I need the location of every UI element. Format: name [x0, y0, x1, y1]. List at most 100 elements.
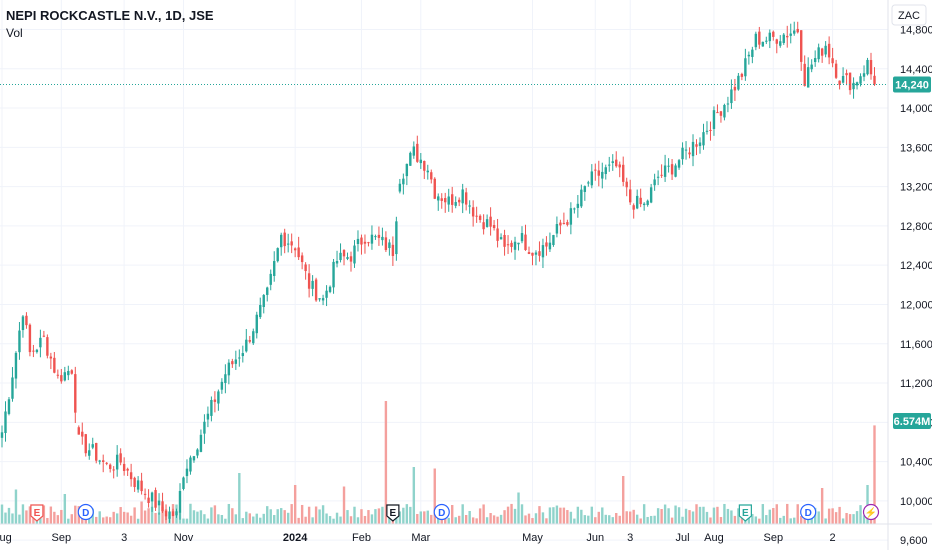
time-tick-label: 2024	[283, 532, 308, 544]
price-tick-label: 13,600	[900, 142, 932, 154]
time-tick-label: 3	[627, 532, 633, 544]
volume-bar	[325, 513, 328, 524]
candle-body	[356, 238, 360, 244]
volume-bar	[227, 503, 231, 524]
candle-body	[597, 170, 600, 176]
candle-body	[325, 290, 328, 298]
candle-body	[220, 381, 224, 390]
time-axis[interactable]: Aug Sep 3 Nov 2024 Feb Mar May Jun 3 Jul Aug Sep 2	[0, 532, 836, 544]
volume-bar	[559, 507, 562, 524]
volume-indicator-label[interactable]: Vol	[6, 26, 23, 40]
volume-bar	[98, 511, 101, 524]
volume-bar	[346, 510, 349, 524]
volume-bar	[290, 504, 293, 524]
volume-bar	[297, 517, 300, 524]
candle-body	[447, 196, 450, 205]
volume-bar	[161, 506, 164, 524]
volume-bar	[140, 501, 143, 524]
currency-label[interactable]: ZAC	[898, 10, 920, 22]
volume-bar	[185, 518, 189, 524]
event-marker-dividend[interactable]	[433, 503, 450, 521]
volume-bar	[793, 517, 796, 524]
volume-bar	[834, 512, 838, 524]
candle-body	[744, 58, 747, 77]
volume-bar	[395, 514, 398, 524]
currency-button-frame[interactable]	[891, 4, 927, 26]
volume-bar	[115, 513, 119, 524]
candle-body	[492, 225, 496, 229]
event-marker-dividend[interactable]	[800, 503, 817, 521]
candle-body	[203, 421, 206, 434]
candle-body	[318, 298, 321, 300]
candle-body	[161, 501, 164, 512]
volume-bar	[300, 504, 304, 524]
volume-bar	[136, 518, 140, 524]
candle-body	[555, 224, 559, 234]
volume-bar	[608, 515, 611, 524]
candle-body	[199, 434, 203, 452]
volume-bar	[245, 511, 248, 524]
event-markers[interactable]: E D E D E D ⚡	[30, 503, 880, 522]
candle-body	[793, 30, 796, 34]
event-marker-earnings-up[interactable]	[738, 504, 752, 522]
candle-body	[252, 331, 255, 344]
volume-bar	[234, 514, 238, 524]
candle-body	[775, 39, 778, 44]
volume-bar	[782, 515, 785, 524]
time-tick-label: 3	[121, 532, 127, 544]
candle-body	[46, 337, 49, 356]
volume-bar	[91, 508, 94, 524]
volume-bar	[524, 515, 527, 524]
time-tick-label: Sep	[52, 532, 72, 544]
candle-body	[11, 377, 14, 399]
candle-body	[374, 236, 377, 238]
candle-body	[845, 73, 848, 76]
time-tick-label: 2	[830, 532, 836, 544]
volume-bar	[28, 506, 32, 524]
volume-bar	[398, 511, 402, 524]
candle-body	[269, 273, 272, 285]
candle-body	[196, 449, 199, 456]
symbol-title[interactable]: NEPI ROCKCASTLE N.V., 1D, JSE	[6, 8, 214, 23]
volume-bar	[587, 515, 590, 524]
volume-bar	[569, 511, 573, 524]
price-tick-label: 14,800	[900, 24, 932, 36]
volume-bar	[789, 518, 792, 524]
event-marker-earnings-down[interactable]	[30, 504, 44, 522]
candle-body	[705, 130, 709, 132]
candle-body	[42, 335, 46, 337]
price-axis[interactable]: 14,800 14,400 14,000 13,600 13,200 12,800 12,4…	[900, 24, 932, 547]
candle-body	[342, 250, 346, 257]
volume-bar	[224, 518, 227, 524]
candle-body	[454, 202, 457, 206]
volume-bar	[461, 504, 464, 524]
volume-bar	[409, 506, 412, 524]
candle-body	[622, 164, 625, 182]
candle-body	[573, 208, 576, 210]
candle-body	[765, 40, 768, 42]
currency-button[interactable]: ZAC	[891, 4, 927, 26]
candle-body	[457, 199, 461, 203]
candle-body	[674, 165, 677, 177]
volume-bar	[248, 513, 251, 524]
volume-bar	[356, 517, 360, 524]
last-price-badge-bg	[893, 76, 931, 93]
last-price-value: 14,240	[895, 79, 929, 91]
volume-bar	[639, 518, 642, 524]
event-marker-dividend[interactable]	[77, 503, 94, 521]
candle-body	[4, 411, 7, 433]
volume-bar	[841, 518, 845, 524]
volume-bar	[698, 506, 702, 524]
candle-body	[838, 80, 841, 85]
event-marker-label: D	[438, 508, 445, 519]
event-marker-earnings[interactable]	[386, 504, 400, 522]
candle-body	[820, 48, 824, 56]
volume-bar	[656, 508, 660, 524]
event-marker-split[interactable]	[862, 503, 880, 521]
volume-bar	[304, 516, 307, 524]
candle-body	[440, 198, 443, 201]
candle-body	[175, 511, 178, 516]
volume-bar	[653, 515, 656, 524]
